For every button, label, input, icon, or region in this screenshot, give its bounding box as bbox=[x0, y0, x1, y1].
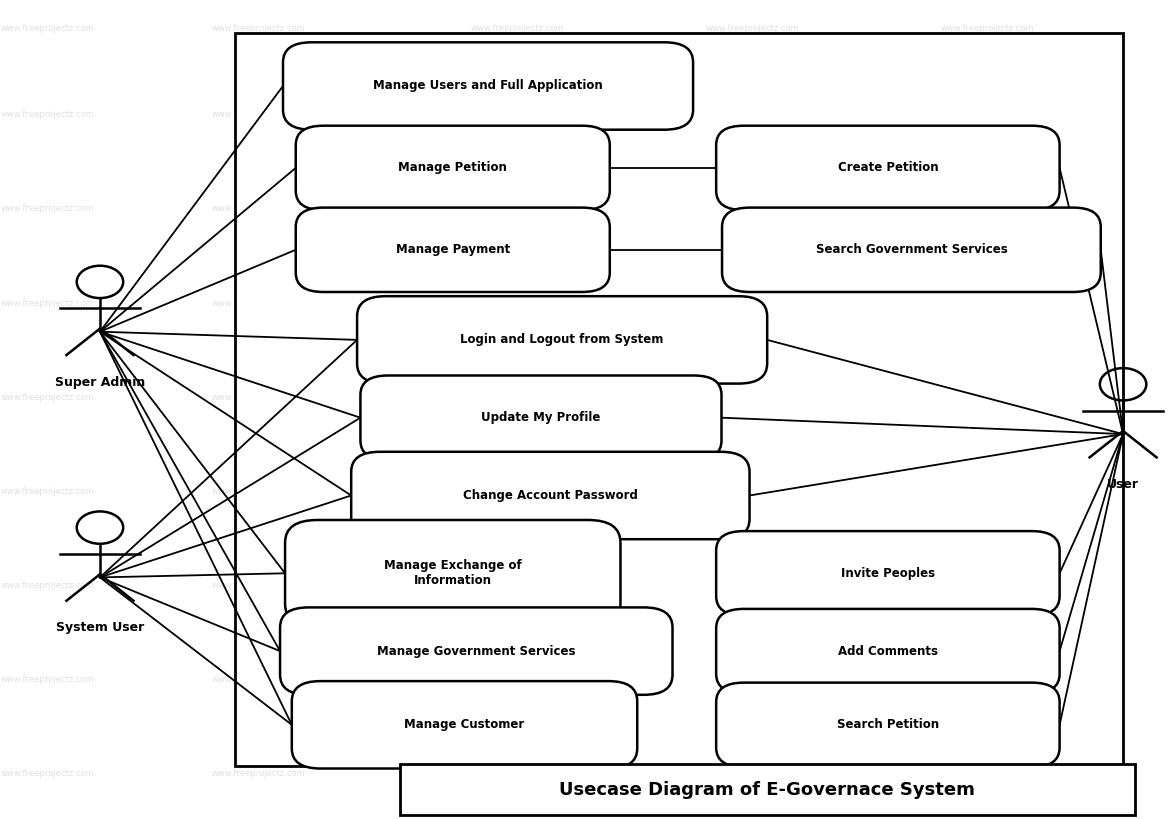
FancyBboxPatch shape bbox=[716, 609, 1060, 694]
FancyBboxPatch shape bbox=[295, 125, 610, 210]
Text: www.freeprojectz.com: www.freeprojectz.com bbox=[212, 25, 306, 33]
Text: Add Comments: Add Comments bbox=[837, 645, 938, 658]
Text: www.freeprojectz.com: www.freeprojectz.com bbox=[0, 111, 94, 119]
Text: www.freeprojectz.com: www.freeprojectz.com bbox=[0, 676, 94, 684]
Text: Super Admin: Super Admin bbox=[55, 375, 145, 388]
Text: www.freeprojectz.com: www.freeprojectz.com bbox=[0, 581, 94, 590]
Text: Manage Customer: Manage Customer bbox=[405, 718, 524, 731]
Text: www.freeprojectz.com: www.freeprojectz.com bbox=[706, 676, 800, 684]
FancyBboxPatch shape bbox=[235, 33, 1123, 766]
Text: www.freeprojectz.com: www.freeprojectz.com bbox=[941, 770, 1035, 778]
Text: www.freeprojectz.com: www.freeprojectz.com bbox=[941, 676, 1035, 684]
FancyBboxPatch shape bbox=[716, 682, 1060, 767]
Text: www.freeprojectz.com: www.freeprojectz.com bbox=[212, 393, 306, 401]
Text: www.freeprojectz.com: www.freeprojectz.com bbox=[706, 581, 800, 590]
Text: Search Petition: Search Petition bbox=[837, 718, 938, 731]
FancyBboxPatch shape bbox=[716, 531, 1060, 616]
Text: User: User bbox=[1107, 478, 1140, 491]
Text: www.freeprojectz.com: www.freeprojectz.com bbox=[470, 770, 564, 778]
Text: www.freeprojectz.com: www.freeprojectz.com bbox=[0, 393, 94, 401]
Text: www.freeprojectz.com: www.freeprojectz.com bbox=[941, 299, 1035, 307]
Text: www.freeprojectz.com: www.freeprojectz.com bbox=[212, 770, 306, 778]
Text: Manage Petition: Manage Petition bbox=[399, 161, 507, 174]
FancyBboxPatch shape bbox=[360, 375, 722, 460]
Text: www.freeprojectz.com: www.freeprojectz.com bbox=[470, 205, 564, 213]
Text: www.freeprojectz.com: www.freeprojectz.com bbox=[470, 111, 564, 119]
FancyBboxPatch shape bbox=[722, 207, 1101, 292]
Text: Change Account Password: Change Account Password bbox=[463, 489, 637, 502]
Text: www.freeprojectz.com: www.freeprojectz.com bbox=[706, 25, 800, 33]
Text: System User: System User bbox=[55, 622, 145, 634]
FancyBboxPatch shape bbox=[358, 296, 767, 383]
Text: www.freeprojectz.com: www.freeprojectz.com bbox=[706, 487, 800, 495]
Text: Invite Peoples: Invite Peoples bbox=[841, 567, 935, 580]
Text: www.freeprojectz.com: www.freeprojectz.com bbox=[941, 205, 1035, 213]
Text: www.freeprojectz.com: www.freeprojectz.com bbox=[0, 25, 94, 33]
Text: www.freeprojectz.com: www.freeprojectz.com bbox=[470, 581, 564, 590]
Text: www.freeprojectz.com: www.freeprojectz.com bbox=[470, 25, 564, 33]
FancyBboxPatch shape bbox=[280, 608, 673, 695]
Text: www.freeprojectz.com: www.freeprojectz.com bbox=[706, 299, 800, 307]
FancyBboxPatch shape bbox=[292, 681, 637, 768]
Text: www.freeprojectz.com: www.freeprojectz.com bbox=[941, 487, 1035, 495]
Text: www.freeprojectz.com: www.freeprojectz.com bbox=[212, 581, 306, 590]
Text: Login and Logout from System: Login and Logout from System bbox=[461, 333, 663, 346]
Text: www.freeprojectz.com: www.freeprojectz.com bbox=[212, 111, 306, 119]
Text: Manage Government Services: Manage Government Services bbox=[377, 645, 575, 658]
Text: Manage Users and Full Application: Manage Users and Full Application bbox=[373, 79, 603, 93]
Text: www.freeprojectz.com: www.freeprojectz.com bbox=[212, 487, 306, 495]
Text: www.freeprojectz.com: www.freeprojectz.com bbox=[470, 487, 564, 495]
Text: www.freeprojectz.com: www.freeprojectz.com bbox=[706, 393, 800, 401]
Text: Update My Profile: Update My Profile bbox=[481, 411, 601, 424]
FancyBboxPatch shape bbox=[400, 764, 1135, 815]
Text: www.freeprojectz.com: www.freeprojectz.com bbox=[941, 111, 1035, 119]
FancyBboxPatch shape bbox=[283, 43, 693, 129]
Text: www.freeprojectz.com: www.freeprojectz.com bbox=[0, 487, 94, 495]
Text: www.freeprojectz.com: www.freeprojectz.com bbox=[470, 299, 564, 307]
Text: www.freeprojectz.com: www.freeprojectz.com bbox=[941, 25, 1035, 33]
Text: www.freeprojectz.com: www.freeprojectz.com bbox=[941, 393, 1035, 401]
FancyBboxPatch shape bbox=[295, 207, 610, 292]
Text: www.freeprojectz.com: www.freeprojectz.com bbox=[212, 299, 306, 307]
Text: www.freeprojectz.com: www.freeprojectz.com bbox=[706, 770, 800, 778]
Text: Manage Payment: Manage Payment bbox=[395, 243, 510, 256]
Text: www.freeprojectz.com: www.freeprojectz.com bbox=[0, 770, 94, 778]
Text: www.freeprojectz.com: www.freeprojectz.com bbox=[212, 205, 306, 213]
Text: www.freeprojectz.com: www.freeprojectz.com bbox=[470, 393, 564, 401]
Text: Search Government Services: Search Government Services bbox=[815, 243, 1008, 256]
FancyBboxPatch shape bbox=[716, 125, 1060, 210]
Text: www.freeprojectz.com: www.freeprojectz.com bbox=[470, 676, 564, 684]
Text: www.freeprojectz.com: www.freeprojectz.com bbox=[212, 676, 306, 684]
Text: www.freeprojectz.com: www.freeprojectz.com bbox=[0, 299, 94, 307]
Text: www.freeprojectz.com: www.freeprojectz.com bbox=[706, 205, 800, 213]
Text: www.freeprojectz.com: www.freeprojectz.com bbox=[0, 205, 94, 213]
FancyBboxPatch shape bbox=[352, 452, 749, 539]
Text: www.freeprojectz.com: www.freeprojectz.com bbox=[941, 581, 1035, 590]
Text: Manage Exchange of
Information: Manage Exchange of Information bbox=[383, 559, 522, 587]
FancyBboxPatch shape bbox=[285, 520, 621, 627]
Text: www.freeprojectz.com: www.freeprojectz.com bbox=[706, 111, 800, 119]
Text: Usecase Diagram of E-Governace System: Usecase Diagram of E-Governace System bbox=[560, 781, 975, 799]
Text: Create Petition: Create Petition bbox=[837, 161, 938, 174]
